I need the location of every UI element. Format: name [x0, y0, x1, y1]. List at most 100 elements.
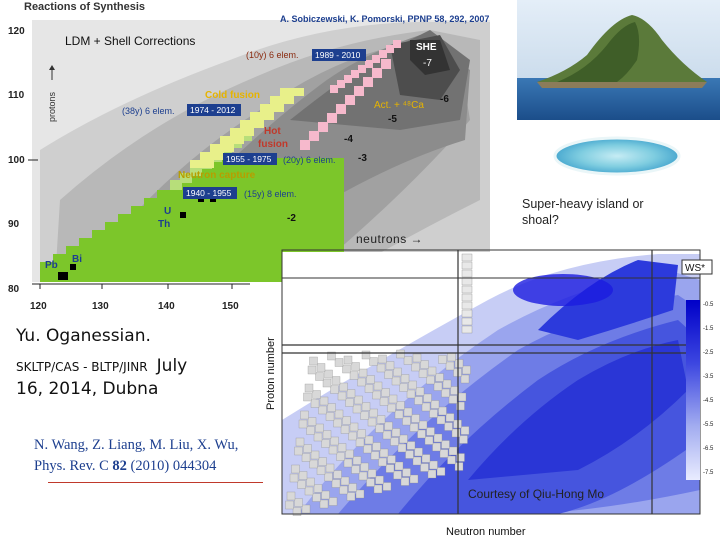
nuclide-block [318, 122, 328, 132]
nuclide-cell [309, 356, 318, 366]
x-axis: 120 130 140 150 [30, 283, 250, 310]
volume: 82 [112, 458, 127, 474]
colorbar-label: -5.5 [703, 422, 714, 428]
nuclide-cell [456, 401, 465, 411]
element-bi: Bi [72, 254, 82, 265]
nuclide-cell [373, 381, 383, 391]
nuclide-block [351, 70, 359, 78]
nuclide-cell [432, 442, 441, 452]
nuclide-cell [360, 411, 369, 420]
nuclide-block [220, 136, 244, 144]
nuclide-cell [378, 354, 387, 364]
cold-fusion-label: Cold fusion [205, 90, 260, 101]
nuclide-cell [409, 474, 419, 484]
nuclide-cell [433, 433, 443, 443]
nuclide-cell [343, 355, 353, 365]
nuclide-cell [447, 352, 456, 362]
nuclide-cell [461, 325, 473, 334]
nuclide-cell [417, 429, 426, 439]
pages-year: (2010) 044304 [126, 458, 217, 474]
nuclide-cell [388, 394, 398, 404]
nuclide-block [200, 152, 224, 160]
nuclide-cell [342, 364, 351, 374]
nuclide-cell [298, 419, 308, 429]
nuclide-cell [364, 384, 374, 393]
nuclide-cell [393, 367, 402, 377]
nuclide-cell [436, 467, 446, 476]
nuclide-cell [360, 462, 369, 472]
nuclide-cell [364, 435, 374, 445]
journal: Phys. Rev. C [34, 458, 113, 474]
hot-fusion-label-2: fusion [258, 139, 288, 150]
nuclide-cell [421, 454, 431, 463]
nuclide-cell [309, 459, 318, 469]
nuclide-cell [336, 452, 345, 461]
element-pb: Pb [45, 260, 58, 271]
nuclide-block [330, 85, 338, 93]
nuclide-cell [454, 359, 464, 368]
colorbar-labels: -0.5 -1.5 -2.5 -3.5 -4.5 -5.5 -6.5 -7.5 [703, 302, 714, 476]
nuclide-cell [348, 431, 357, 441]
contour-value: -4 [344, 134, 353, 145]
date-month: July [156, 356, 188, 376]
nuclide-cell [462, 365, 471, 375]
nuclide-cell [400, 477, 410, 486]
nuclide-block [379, 50, 387, 58]
nuclide-cell [378, 457, 387, 467]
nuclide-block [393, 40, 401, 48]
author-name: Yu. Oganessian. [16, 326, 151, 346]
nuclide-cell [346, 389, 356, 398]
period-box [187, 104, 241, 116]
nuclide-cell [412, 353, 422, 363]
contour-center [410, 40, 450, 75]
nuclide-cell [382, 482, 392, 491]
y-axis-label: protons [47, 91, 57, 122]
act-ca-label: Act. + ⁴⁸Ca [374, 100, 424, 111]
nuclide-cell [315, 423, 324, 433]
nuclide-cell [298, 471, 308, 480]
nuclide-cell [412, 456, 422, 466]
y-tick: 90 [8, 219, 20, 230]
nuclide-cell [307, 417, 317, 426]
nuclide-cell [376, 415, 386, 424]
contour-value: -2 [287, 213, 296, 224]
nuclide-cell [376, 363, 386, 373]
nuclide-cell [310, 399, 320, 408]
period-note: (10y) 6 elem. [246, 50, 299, 60]
institution: SKLTP/CAS - BLTP/JINR [16, 360, 148, 374]
nuclide-block [336, 104, 346, 114]
heatmap-xlabel: Neutron number [446, 526, 526, 538]
nuclide-cell [396, 349, 405, 359]
nuclide-block [372, 55, 380, 63]
nuclide-cell [461, 285, 473, 294]
nuclide-cell [340, 425, 350, 434]
colorbar-title-box [681, 259, 713, 275]
nuclide-cell [294, 498, 303, 507]
nuclide-cell [370, 451, 380, 460]
period-years: 1974 - 2012 [190, 105, 236, 115]
paper-citation: Phys. Rev. C 82 (2010) 044304 [34, 458, 216, 475]
nuclide-block [327, 113, 337, 123]
nuclide-cell [411, 362, 420, 372]
nuclide-cell [301, 504, 311, 514]
nuclide-cell [445, 413, 455, 422]
nuclide-cell [367, 417, 377, 427]
she-value: -7 [423, 58, 432, 69]
nuclide-cell [385, 464, 395, 473]
nuclide-cell [445, 361, 455, 371]
y-tick: 120 [8, 26, 25, 37]
nuclide-cell [349, 422, 359, 432]
nuclide-cell [358, 471, 368, 481]
period-box [223, 153, 277, 165]
nuclide-cell [292, 507, 302, 516]
nuclide-cell [438, 406, 447, 416]
nuclide-cell [327, 403, 336, 412]
element-u: U [164, 206, 171, 217]
nuclide-cell [372, 390, 381, 400]
nuclide-cell [402, 468, 411, 477]
nuclide-cell [430, 400, 440, 409]
nuclide-cell [460, 426, 470, 435]
nuclide-cell [367, 469, 377, 478]
nuclide-cell [313, 484, 323, 493]
period-note: (20y) 6 elem. [283, 155, 336, 165]
